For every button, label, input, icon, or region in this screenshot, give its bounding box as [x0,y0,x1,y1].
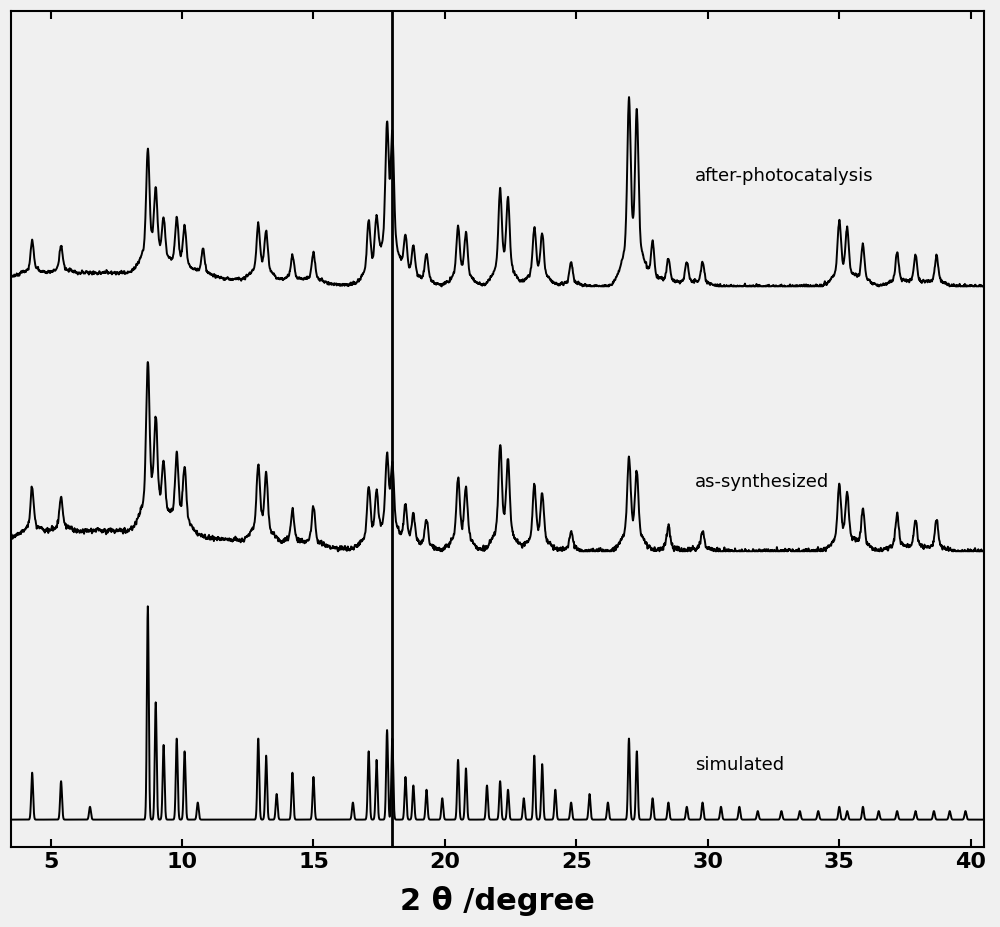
X-axis label: 2 θ /degree: 2 θ /degree [400,886,595,916]
Text: simulated: simulated [695,756,784,773]
Text: as-synthesized: as-synthesized [695,474,829,491]
Text: after-photocatalysis: after-photocatalysis [695,167,873,185]
